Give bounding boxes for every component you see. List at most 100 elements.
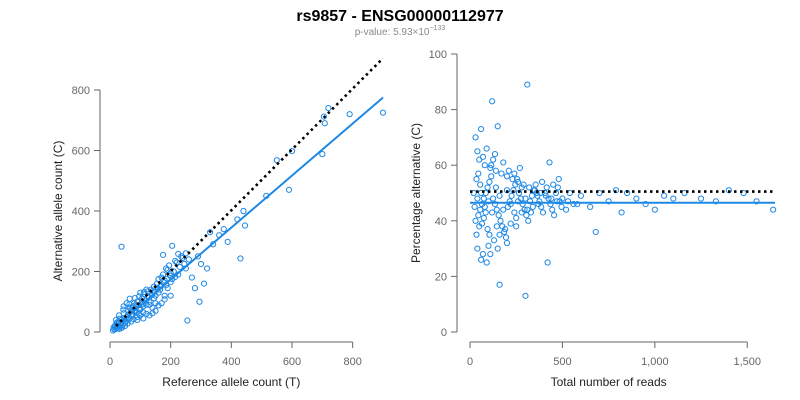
- left-data-point: [117, 325, 125, 332]
- right-data-point: [473, 176, 480, 183]
- right-y-tick-label: 40: [435, 216, 447, 228]
- right-data-point: [501, 228, 508, 236]
- right-data-point: [480, 195, 487, 202]
- left-data-point: [240, 207, 247, 215]
- right-y-tick-label: 60: [435, 160, 447, 172]
- right-data-point: [566, 189, 573, 197]
- right-data-point: [525, 217, 532, 224]
- left-data-point: [224, 238, 231, 245]
- left-data-point: [203, 265, 211, 272]
- right-data-point: [574, 201, 581, 208]
- right-data-point: [670, 195, 677, 202]
- left-data-point: [166, 272, 174, 279]
- left-data-point: [176, 263, 183, 271]
- left-data-point: [237, 255, 244, 262]
- left-x-tick-label: 600: [283, 356, 301, 368]
- left-data-point: [159, 251, 167, 258]
- right-data-point: [605, 198, 612, 205]
- right-data-point: [474, 195, 481, 202]
- right-data-point: [475, 170, 482, 177]
- right-data-point: [476, 223, 483, 230]
- right-data-point: [524, 81, 531, 88]
- right-data-point: [496, 281, 503, 288]
- left-data-point: [170, 268, 177, 275]
- right-data-point: [543, 184, 550, 191]
- left-data-point: [191, 285, 199, 292]
- right-data-point: [490, 237, 498, 244]
- right-data-point: [484, 184, 491, 191]
- right-data-point: [485, 198, 492, 205]
- left-data-point: [196, 298, 203, 305]
- left-data-point: [149, 310, 156, 317]
- left-data-point: [194, 253, 202, 260]
- right-data-point: [488, 162, 495, 169]
- right-data-point: [490, 195, 497, 202]
- left-data-point: [116, 312, 123, 319]
- right-y-axis-title: Percentage alternative (C): [409, 123, 423, 263]
- right-data-point: [491, 201, 499, 208]
- left-data-point: [172, 257, 179, 265]
- right-data-point: [475, 212, 482, 219]
- right-data-point: [550, 181, 557, 188]
- right-data-point: [538, 178, 546, 185]
- left-data-point: [123, 300, 130, 307]
- left-data-point: [155, 302, 162, 309]
- scatter-panel-right: 0 20 40 60 80 100 0 500 1,000 1,500 Total number o…: [409, 49, 777, 389]
- left-data-point: [241, 222, 249, 229]
- right-data-point: [473, 231, 480, 238]
- right-data-point: [592, 228, 599, 236]
- scatter-panel-left: 0 200 400 600 800 0 200 400 600 800 Reference alle…: [51, 57, 387, 389]
- right-data-point: [498, 170, 505, 177]
- left-data-point: [197, 260, 205, 268]
- right-data-point: [753, 198, 760, 205]
- right-data-point: [522, 292, 529, 299]
- left-y-tick-label: 800: [72, 85, 90, 97]
- right-data-point: [492, 184, 499, 191]
- right-data-point: [496, 231, 503, 238]
- left-x-tick-label: 400: [222, 356, 240, 368]
- right-data-point: [514, 198, 522, 205]
- right-data-point: [500, 159, 507, 166]
- right-data-point: [596, 189, 603, 197]
- right-data-point: [532, 181, 539, 188]
- right-data-point: [503, 239, 511, 247]
- left-data-point: [285, 186, 293, 193]
- left-data-point: [164, 285, 171, 292]
- left-data-point: [136, 293, 143, 300]
- left-y-tick-label: 0: [84, 327, 90, 339]
- right-data-point: [472, 217, 479, 224]
- right-data-point: [477, 256, 485, 263]
- right-data-point: [474, 245, 481, 252]
- right-data-point: [488, 173, 495, 180]
- left-x-tick-label: 200: [161, 356, 179, 368]
- right-data-point: [514, 176, 521, 183]
- p-value-prefix: p-value:: [355, 27, 393, 38]
- left-data-point: [130, 316, 137, 323]
- right-data-point: [480, 214, 487, 222]
- left-data-point: [146, 301, 153, 308]
- right-data-point: [549, 206, 556, 213]
- right-data-point: [512, 181, 519, 188]
- right-data-point: [483, 259, 490, 266]
- left-data-point: [184, 317, 191, 324]
- right-data-point: [477, 125, 485, 133]
- left-data-point: [124, 320, 131, 327]
- right-data-point: [482, 189, 489, 197]
- right-data-point: [516, 164, 524, 172]
- left-data-point: [321, 120, 328, 127]
- left-y-axis-title: Alternative allele count (C): [51, 141, 65, 282]
- right-data-point: [548, 195, 555, 202]
- left-data-point: [143, 310, 150, 317]
- right-data-point: [486, 178, 493, 185]
- right-data-point: [471, 203, 478, 210]
- left-data-point: [126, 301, 133, 308]
- right-data-point: [553, 198, 560, 205]
- right-data-point: [541, 189, 548, 197]
- right-data-point: [538, 203, 545, 210]
- right-data-point: [587, 203, 594, 210]
- left-data-point: [188, 274, 195, 281]
- left-y-tick-label: 400: [72, 206, 90, 218]
- right-data-point: [570, 201, 577, 208]
- right-data-point: [523, 212, 530, 219]
- left-data-point: [134, 316, 141, 323]
